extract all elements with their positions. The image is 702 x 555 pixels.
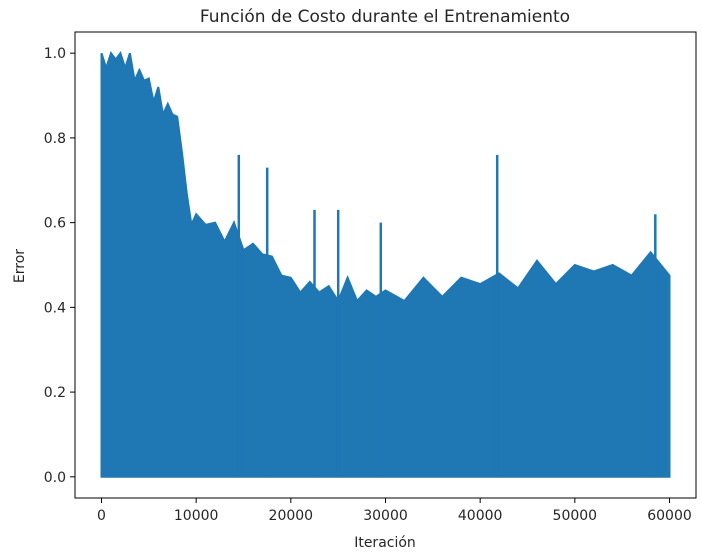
y-tick-label: 0.2 (44, 385, 66, 401)
chart-title: Función de Costo durante el Entrenamient… (200, 7, 570, 27)
axis-ticks: 0 10000 20000 30000 40000 50000 60000 0.0 0.2 0.4… (44, 46, 692, 524)
y-tick-label: 0.8 (44, 131, 66, 147)
x-tick-label: 30000 (363, 508, 408, 524)
x-tick-label: 0 (97, 508, 106, 524)
x-tick-label: 20000 (269, 508, 314, 524)
y-tick-label: 1.0 (44, 46, 66, 62)
x-tick-label: 10000 (174, 508, 219, 524)
plot-frame (74, 31, 697, 499)
error-series-band (100, 51, 671, 478)
x-tick-label: 60000 (647, 508, 692, 524)
y-axis-label: Error (12, 249, 28, 283)
y-tick-label: 0.0 (44, 470, 66, 486)
x-tick-label: 40000 (458, 508, 503, 524)
plot-area (100, 51, 671, 478)
y-tick-label: 0.4 (44, 300, 66, 316)
x-axis-label: Iteración (354, 535, 416, 551)
y-tick-label: 0.6 (44, 216, 66, 232)
x-tick-label: 50000 (553, 508, 598, 524)
